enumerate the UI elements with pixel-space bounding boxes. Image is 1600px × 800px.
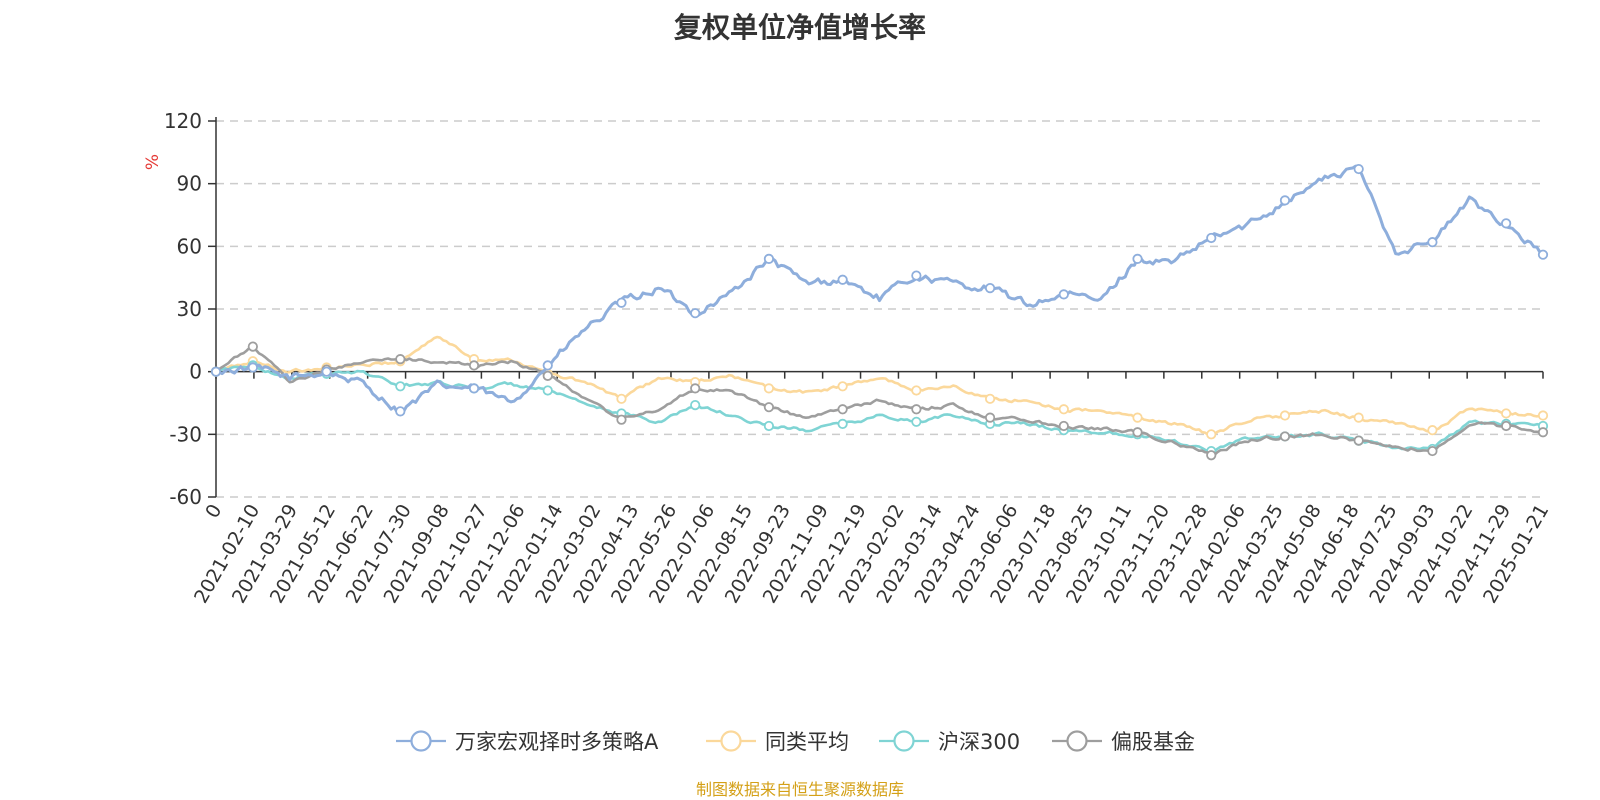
series-point-3 [1427,445,1438,457]
legend-item[interactable]: 沪深300 [879,730,1020,754]
series-point-0 [690,308,701,319]
y-tick-label: 30 [177,297,202,321]
series-lines [210,163,1549,461]
y-tick-label: 120 [164,109,202,133]
series-line-1 [215,335,1544,437]
series-point-1 [1206,429,1217,440]
series-point-0 [210,366,222,377]
legend-item[interactable]: 同类平均 [706,730,849,754]
legend-swatch-marker [720,730,742,752]
series-point-1 [1132,412,1143,423]
series-point-1 [837,381,848,392]
legend[interactable]: 万家宏观择时多策略A 同类平均 沪深300 偏股基金 [396,730,1195,754]
series-point-3 [468,360,480,371]
series-point-1 [1501,408,1512,419]
series-point-0 [395,406,406,417]
series-point-0 [984,283,996,294]
series-point-0 [1206,232,1217,244]
series-point-3 [1279,431,1291,442]
series-point-0 [1132,253,1143,264]
chart-title: 复权单位净值增长率 [673,11,926,44]
series-point-3 [1058,420,1069,432]
series-point-3 [1537,427,1549,438]
series-point-3 [690,383,701,394]
series-point-3 [1353,435,1364,446]
series-point-3 [542,370,553,381]
legend-label: 偏股基金 [1111,730,1195,754]
series-point-2 [690,399,701,411]
series-point-2 [837,418,848,429]
series-point-3 [616,414,627,425]
series-point-0 [1353,163,1364,175]
series-point-1 [616,393,627,404]
y-tick-label: -30 [169,422,202,446]
series-point-0 [911,270,922,281]
series-point-0 [837,274,848,285]
x-tick-label: 0 [201,501,226,522]
x-tick-labels: 02021-02-102021-03-292021-05-122021-06-2… [190,500,1553,607]
series-point-0 [1058,289,1069,300]
series-point-3 [837,404,848,415]
y-tick-label: 90 [177,172,202,196]
series-point-1 [1058,404,1069,415]
series-point-0 [616,297,627,308]
series-point-3 [1206,450,1217,461]
source-note: 制图数据来自恒生聚源数据库 [695,780,904,799]
line-chart: % 120 90 60 30 0 -30 -60 02021-02-102021-03-29… [143,109,1553,754]
series-point-3 [247,341,258,352]
axes [208,117,1544,498]
series-line-3 [215,345,1544,457]
series-point-1 [1427,425,1438,436]
y-tick-label: 60 [177,234,202,258]
y-tick-label: -60 [169,485,202,509]
series-point-0 [1279,195,1291,206]
series-point-2 [542,385,553,396]
y-tick-label: 0 [189,360,202,384]
series-point-0 [1501,218,1512,229]
series-point-0 [321,366,332,377]
series-point-3 [984,412,996,423]
legend-label: 同类平均 [765,730,849,754]
legend-swatch-marker [1066,730,1088,752]
y-axis-unit-label: % [143,154,163,170]
series-point-3 [911,404,922,415]
legend-item[interactable]: 万家宏观择时多策略A [396,730,659,754]
series-point-1 [984,393,996,404]
series-point-1 [911,385,922,396]
series-point-3 [763,402,775,413]
series-line-0 [215,164,1544,414]
series-point-0 [468,383,480,394]
series-point-2 [911,416,922,427]
series-point-0 [763,253,775,264]
series-point-0 [1537,249,1549,260]
series-point-1 [1537,410,1549,421]
series-point-0 [1427,237,1438,248]
series-point-2 [395,381,406,392]
series-point-2 [763,420,775,432]
series-point-0 [247,362,258,373]
grid-lines [216,120,1543,498]
series-point-1 [763,383,775,394]
legend-label: 万家宏观择时多策略A [455,730,659,754]
legend-item[interactable]: 偏股基金 [1052,730,1195,754]
series-point-1 [1279,410,1291,421]
legend-swatch-marker [893,730,915,752]
series-point-0 [542,360,553,371]
y-tick-labels: 120 90 60 30 0 -30 -60 [164,109,202,509]
series-point-3 [1132,427,1143,438]
series-point-1 [1353,412,1364,423]
series-point-3 [1501,420,1512,432]
series-point-3 [395,354,406,365]
legend-swatch-marker [410,730,432,752]
legend-label: 沪深300 [938,730,1020,754]
